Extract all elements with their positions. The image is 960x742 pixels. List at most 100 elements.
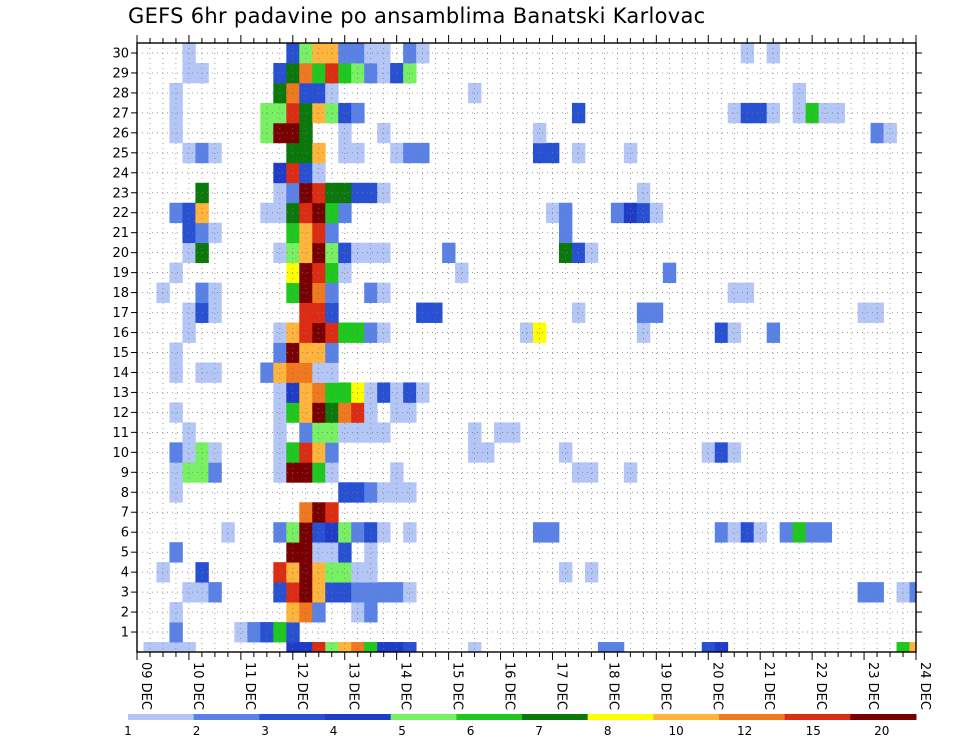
- heatmap-cell: [584, 242, 599, 264]
- heatmap-cell: [532, 522, 547, 543]
- colorbar-swatch: [719, 714, 786, 720]
- heatmap-cell: [507, 422, 521, 443]
- heatmap-cell: [299, 422, 313, 443]
- heatmap-cell: [779, 522, 794, 543]
- heatmap-cell: [390, 482, 404, 503]
- colorbar-label: 2: [193, 724, 201, 738]
- plot-frame: [136, 42, 917, 653]
- heatmap-cell: [325, 342, 339, 363]
- heatmap-cell: [364, 322, 378, 343]
- heatmap-cell: [169, 362, 183, 383]
- x-tick-label: 13 DEC: [346, 662, 361, 710]
- heatmap-cell: [312, 222, 326, 244]
- heatmap-cell: [338, 482, 352, 503]
- y-tick-label: 19: [112, 266, 129, 281]
- x-tick-label: 15 DEC: [450, 662, 465, 710]
- heatmap-cell: [182, 642, 196, 653]
- heatmap-cell: [247, 622, 261, 643]
- heatmap-cell: [169, 262, 183, 284]
- colorbar-label: 7: [535, 724, 543, 738]
- heatmap-cell: [455, 262, 469, 284]
- heatmap-cell: [312, 642, 326, 653]
- heatmap-cell: [312, 342, 326, 363]
- y-tick-label: 23: [112, 186, 129, 201]
- heatmap-cell: [623, 462, 638, 483]
- x-tick-label: 19 DEC: [657, 662, 672, 710]
- x-tick-label: 21 DEC: [761, 662, 776, 710]
- heatmap-cell: [273, 382, 287, 403]
- heatmap-cell: [273, 562, 287, 583]
- heatmap-cell: [273, 322, 287, 343]
- heatmap-cell: [325, 242, 339, 264]
- heatmap-cell: [403, 522, 417, 543]
- heatmap-cell: [338, 562, 352, 583]
- heatmap-cell: [390, 382, 404, 403]
- colorbar-label: 8: [604, 724, 612, 738]
- heatmap-cell: [727, 322, 742, 343]
- heatmap-cell: [571, 462, 586, 483]
- heatmap-cell: [169, 442, 183, 463]
- heatmap-cell: [377, 382, 391, 403]
- heatmap-cell: [273, 342, 287, 363]
- y-tick-label: 21: [112, 226, 129, 241]
- heatmap-cell: [364, 382, 378, 403]
- x-tick-label: 22 DEC: [813, 662, 828, 710]
- heatmap-cell: [182, 322, 196, 343]
- heatmap-cell: [273, 442, 287, 463]
- heatmap-cell: [312, 422, 326, 443]
- heatmap-cell: [377, 322, 391, 343]
- heatmap-cell: [753, 522, 768, 543]
- heatmap-cell: [299, 182, 313, 204]
- heatmap-cell: [636, 182, 651, 204]
- heatmap-cell: [325, 182, 339, 204]
- heatmap-cell: [377, 182, 391, 204]
- heatmap-cell: [325, 542, 339, 563]
- heatmap-cell: [182, 242, 196, 264]
- heatmap-cell: [558, 242, 573, 264]
- heatmap-cell: [169, 622, 183, 643]
- heatmap-cell: [169, 542, 183, 563]
- heatmap-cell: [338, 642, 352, 653]
- y-tick-label: 27: [112, 106, 129, 121]
- colorbar-label: 6: [467, 724, 475, 738]
- heatmap-cell: [182, 462, 196, 483]
- heatmap-cell: [558, 202, 573, 224]
- heatmap-cell: [156, 562, 170, 583]
- heatmap-cell: [701, 642, 716, 653]
- heatmap-cell: [727, 282, 742, 303]
- x-tick-label: 12 DEC: [294, 662, 309, 710]
- heatmap-cell: [364, 242, 378, 264]
- colorbar-swatch: [850, 714, 917, 720]
- heatmap-cell: [351, 642, 365, 653]
- y-tick-label: 2: [121, 606, 129, 621]
- x-tick-label: 16 DEC: [502, 662, 517, 710]
- y-tick-label: 15: [112, 346, 129, 361]
- heatmap-cell: [364, 482, 378, 503]
- y-tick-label: 22: [112, 206, 129, 221]
- heatmap-cell: [312, 462, 326, 483]
- heatmap-cell: [377, 422, 391, 443]
- heatmap-cell: [571, 302, 586, 323]
- heatmap-cell: [338, 242, 352, 264]
- heatmap-cell: [325, 562, 339, 583]
- heatmap-cell: [364, 602, 378, 623]
- y-tick-label: 28: [112, 86, 129, 101]
- y-tick-label: 18: [112, 286, 129, 301]
- heatmap-cell: [208, 362, 222, 383]
- y-tick-label: 20: [112, 246, 129, 261]
- heatmap-cell: [312, 162, 326, 184]
- heatmap-cell: [857, 582, 871, 603]
- heatmap-cell: [273, 402, 287, 423]
- colorbar-label: 5: [398, 724, 406, 738]
- heatmap-cell: [325, 382, 339, 403]
- heatmap-cell: [273, 582, 287, 603]
- y-tick-label: 17: [112, 306, 129, 321]
- heatmap-cell: [299, 582, 313, 603]
- heatmap-cell: [169, 402, 183, 423]
- heatmap-cell: [390, 402, 404, 423]
- heatmap-cell: [156, 282, 170, 303]
- heatmap-cell: [182, 222, 196, 244]
- heatmap-cell: [299, 462, 313, 483]
- colorbar-swatch: [128, 714, 195, 720]
